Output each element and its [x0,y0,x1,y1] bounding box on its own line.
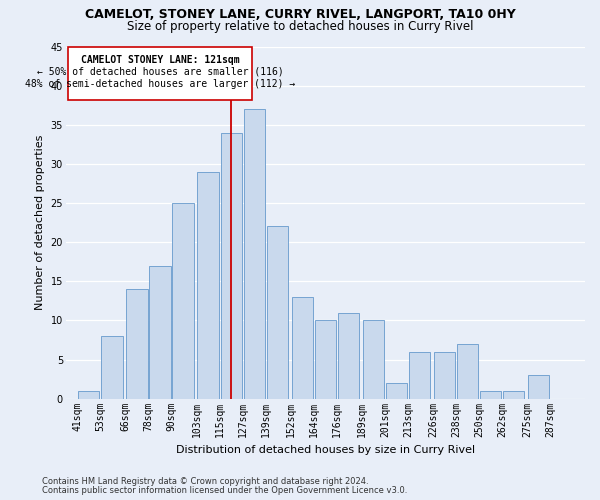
Bar [292,297,313,398]
Bar [363,320,384,398]
Text: Contains public sector information licensed under the Open Government Licence v3: Contains public sector information licen… [42,486,407,495]
Bar [386,383,407,398]
Bar [315,320,336,398]
Y-axis label: Number of detached properties: Number of detached properties [35,135,45,310]
Bar [221,132,242,398]
Bar [101,336,122,398]
Bar [149,266,170,398]
Bar [68,46,252,100]
Text: 48% of semi-detached houses are larger (112) →: 48% of semi-detached houses are larger (… [25,78,295,88]
Bar [78,391,100,398]
Text: Size of property relative to detached houses in Curry Rivel: Size of property relative to detached ho… [127,20,473,33]
Bar [503,391,524,398]
Bar [338,312,359,398]
X-axis label: Distribution of detached houses by size in Curry Rivel: Distribution of detached houses by size … [176,445,475,455]
Bar [480,391,502,398]
Text: CAMELOT STONEY LANE: 121sqm: CAMELOT STONEY LANE: 121sqm [80,55,239,65]
Text: ← 50% of detached houses are smaller (116): ← 50% of detached houses are smaller (11… [37,67,283,77]
Bar [434,352,455,399]
Bar [528,375,550,398]
Bar [457,344,478,399]
Bar [266,226,288,398]
Bar [126,289,148,399]
Text: CAMELOT, STONEY LANE, CURRY RIVEL, LANGPORT, TA10 0HY: CAMELOT, STONEY LANE, CURRY RIVEL, LANGP… [85,8,515,20]
Bar [197,172,218,398]
Bar [409,352,430,399]
Bar [244,109,265,399]
Text: Contains HM Land Registry data © Crown copyright and database right 2024.: Contains HM Land Registry data © Crown c… [42,477,368,486]
Bar [172,203,194,398]
